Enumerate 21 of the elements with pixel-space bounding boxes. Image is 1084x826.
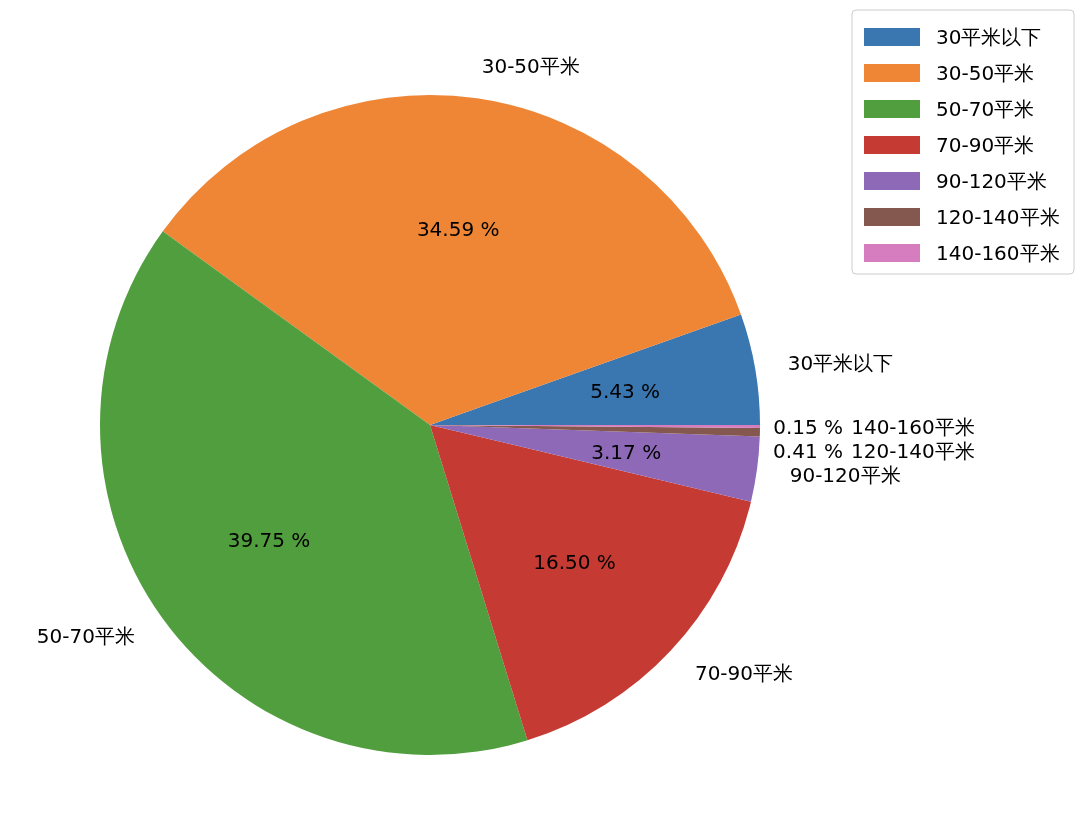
legend-label: 90-120平米 xyxy=(936,169,1047,193)
data-label: 0.41 % xyxy=(773,438,844,463)
legend-label: 50-70平米 xyxy=(936,97,1035,121)
data-label: 16.50 % xyxy=(533,550,616,575)
data-label: 3.17 % xyxy=(591,439,662,464)
data-label: 34.59 % xyxy=(416,217,500,242)
slice-label: 30-50平米 xyxy=(481,53,580,78)
legend-label: 30-50平米 xyxy=(936,61,1035,85)
slice-label: 120-140平米 xyxy=(851,438,975,463)
slice-label: 140-160平米 xyxy=(851,414,975,439)
data-label: 0.15 % xyxy=(773,414,844,439)
legend-label: 120-140平米 xyxy=(936,205,1060,229)
slice-label: 50-70平米 xyxy=(36,624,135,649)
data-label: 5.43 % xyxy=(590,379,661,404)
legend-label: 30平米以下 xyxy=(936,25,1042,49)
slice-label: 90-120平米 xyxy=(789,462,901,487)
legend-label: 70-90平米 xyxy=(936,133,1035,157)
data-label: 39.75 % xyxy=(227,528,311,553)
slice-label: 70-90平米 xyxy=(694,661,794,686)
legend-label: 140-160平米 xyxy=(936,241,1060,265)
slice-label: 30平米以下 xyxy=(787,351,894,376)
